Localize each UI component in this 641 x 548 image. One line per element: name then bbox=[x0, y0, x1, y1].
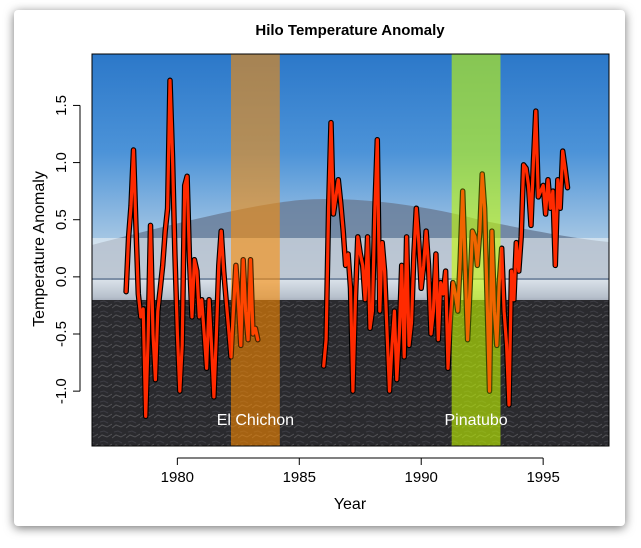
x-tick-label: 1985 bbox=[283, 469, 316, 486]
y-tick-label: -0.5 bbox=[53, 321, 70, 347]
y-axis: -1.0 -0.5 0.0 0.5 1.0 1.5 bbox=[53, 95, 81, 404]
x-tick-label: 1990 bbox=[405, 469, 438, 486]
plot-frame bbox=[91, 53, 610, 447]
y-tick-label: 1.5 bbox=[53, 95, 70, 116]
y-tick-label: -1.0 bbox=[53, 378, 70, 404]
x-axis-label: Year bbox=[334, 496, 367, 513]
band-label-pinatubo: Pinatubo bbox=[445, 412, 508, 429]
series-line-1 bbox=[124, 78, 260, 418]
band-overlay-pinatubo bbox=[451, 54, 501, 446]
series-line-2 bbox=[322, 109, 570, 407]
y-tick-label: 0.5 bbox=[53, 209, 70, 230]
y-tick-label: 1.0 bbox=[53, 152, 70, 173]
band-label-el-chichon: El Chichon bbox=[217, 412, 294, 429]
anomaly-lines bbox=[123, 54, 571, 446]
x-tick-label: 1995 bbox=[526, 469, 559, 486]
plot-background: El Chichon Pinatubo bbox=[92, 54, 609, 446]
band-el-chichon bbox=[231, 54, 280, 446]
chart-title: Hilo Temperature Anomaly bbox=[255, 22, 445, 39]
x-tick-label: 1980 bbox=[161, 469, 194, 486]
y-tick-label: 0.0 bbox=[53, 266, 70, 287]
y-axis-label: Temperature Anomaly bbox=[31, 171, 48, 327]
event-band-labels: El Chichon Pinatubo bbox=[217, 412, 508, 429]
band-overlay-el-chichon bbox=[231, 54, 280, 446]
x-axis: 1980 1985 1990 1995 bbox=[161, 457, 560, 486]
